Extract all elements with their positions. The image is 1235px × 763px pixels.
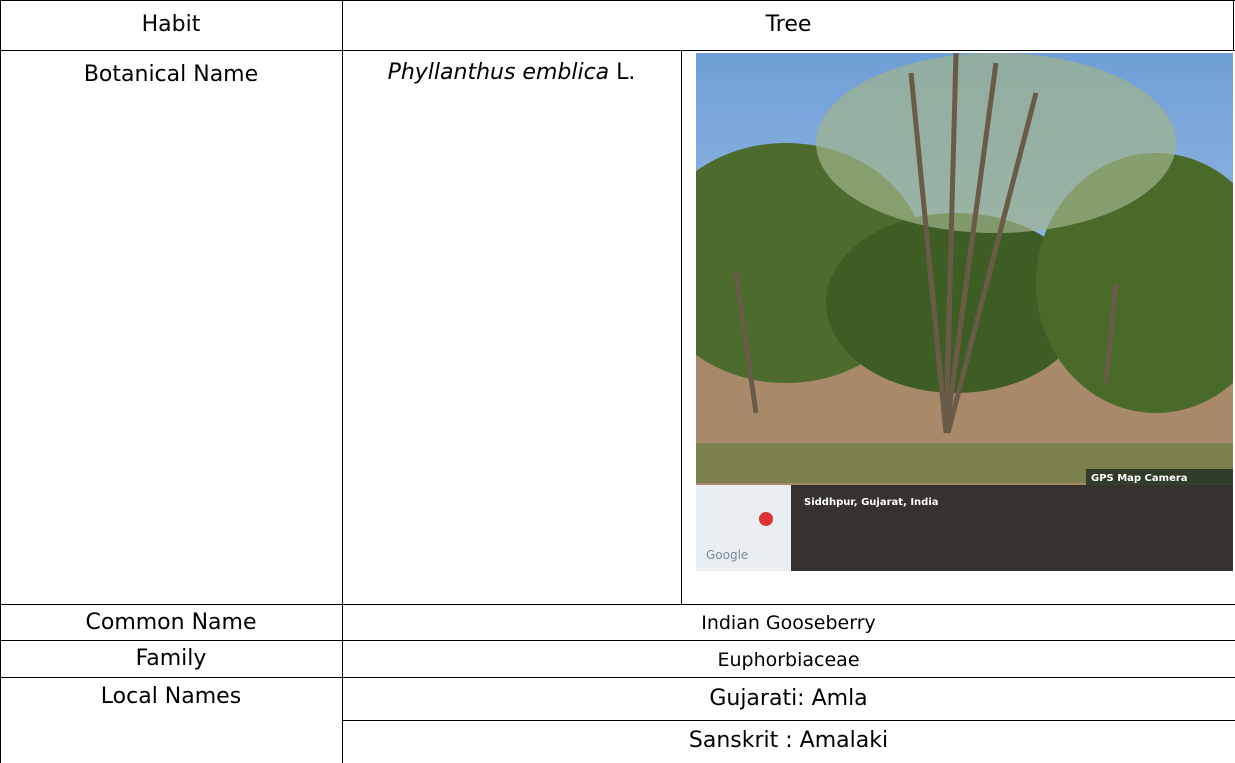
species: Phyllanthus emblica [388, 60, 610, 85]
authority: L. [616, 60, 635, 85]
row-label: Habit [0, 12, 342, 37]
plant-photo: GPS Map Camera Google Siddhpur, Gujarat,… [696, 53, 1233, 571]
location: Siddhpur, Gujarat, India [804, 497, 939, 508]
border [0, 640, 1235, 641]
page: Habit Tree Botanical Name Phyllanthus em… [0, 0, 1235, 763]
map-logo: Google [706, 548, 748, 562]
badge: GPS Map Camera [1091, 473, 1188, 484]
row-value: Tree [342, 12, 1235, 37]
row-value: Sanskrit : Amalaki [342, 728, 1235, 753]
border [342, 720, 1235, 721]
border [0, 677, 1235, 678]
row-value: Gujarati: Amla [342, 686, 1235, 711]
row-label: Common Name [0, 610, 342, 635]
row-label: Botanical Name [0, 62, 342, 87]
pin [759, 512, 773, 526]
border [0, 604, 1235, 605]
border [0, 0, 1235, 1]
botanical-name: Phyllanthus emblica L. [342, 60, 681, 85]
row-label: Local Names [0, 684, 342, 709]
row-label: Family [0, 646, 342, 671]
row-value: Indian Gooseberry [342, 612, 1235, 634]
border [0, 50, 1235, 51]
border [681, 50, 682, 604]
row-value: Euphorbiaceae [342, 649, 1235, 671]
